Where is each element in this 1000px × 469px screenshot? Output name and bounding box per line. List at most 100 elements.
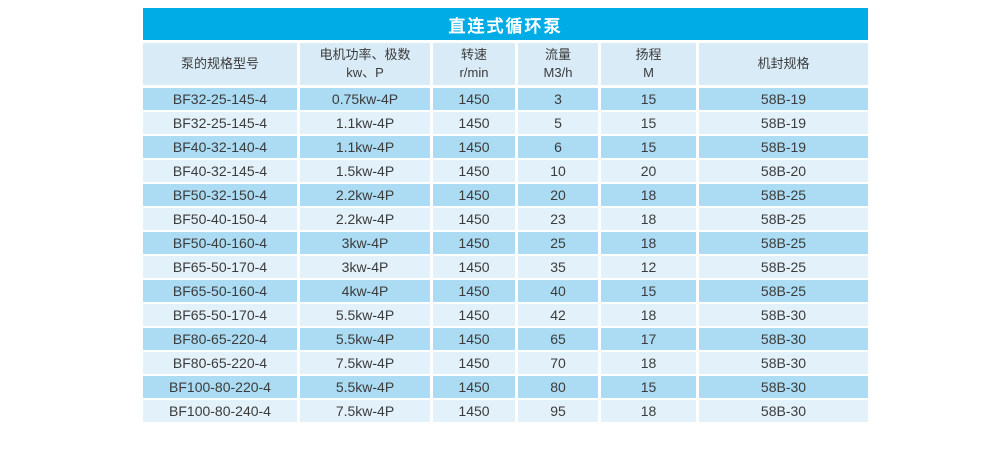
cell-seal: 58B-25 (699, 184, 868, 206)
cell-head: 15 (601, 376, 696, 398)
column-label: 流量 (544, 47, 571, 62)
cell-power: 5.5kw-4P (300, 376, 430, 398)
cell-model: BF100-80-240-4 (143, 400, 297, 422)
cell-head: 18 (601, 400, 696, 422)
cell-flow: 25 (518, 232, 598, 254)
cell-speed: 1450 (433, 88, 515, 110)
cell-seal: 58B-25 (699, 208, 868, 230)
cell-power: 5.5kw-4P (300, 328, 430, 350)
cell-flow: 95 (518, 400, 598, 422)
cell-head: 12 (601, 256, 696, 278)
cell-power: 7.5kw-4P (300, 352, 430, 374)
cell-head: 17 (601, 328, 696, 350)
cell-model: BF50-32-150-4 (143, 184, 297, 206)
column-header-flow: 流量 M3/h (518, 43, 598, 85)
column-unit: r/min (459, 65, 489, 80)
cell-model: BF32-25-145-4 (143, 112, 297, 134)
cell-power: 1.1kw-4P (300, 136, 430, 158)
cell-model: BF50-40-160-4 (143, 232, 297, 254)
cell-speed: 1450 (433, 256, 515, 278)
cell-model: BF80-65-220-4 (143, 328, 297, 350)
column-label: 机封规格 (757, 56, 810, 71)
table-header-row: 泵的规格型号 电机功率、极数 kw、P 转速 r/min 流量 M3/h 扬程 M 机封规格 (143, 43, 868, 85)
cell-head: 18 (601, 184, 696, 206)
cell-power: 5.5kw-4P (300, 304, 430, 326)
cell-speed: 1450 (433, 208, 515, 230)
cell-model: BF100-80-220-4 (143, 376, 297, 398)
cell-power: 2.2kw-4P (300, 184, 430, 206)
cell-power: 0.75kw-4P (300, 88, 430, 110)
cell-speed: 1450 (433, 160, 515, 182)
cell-power: 3kw-4P (300, 232, 430, 254)
cell-seal: 58B-19 (699, 112, 868, 134)
cell-seal: 58B-19 (699, 88, 868, 110)
cell-model: BF65-50-170-4 (143, 256, 297, 278)
cell-flow: 3 (518, 88, 598, 110)
table-title: 直连式循环泵 (143, 8, 868, 40)
cell-power: 4kw-4P (300, 280, 430, 302)
cell-head: 18 (601, 352, 696, 374)
cell-model: BF50-40-150-4 (143, 208, 297, 230)
cell-model: BF65-50-170-4 (143, 304, 297, 326)
cell-power: 2.2kw-4P (300, 208, 430, 230)
column-label: 泵的规格型号 (180, 56, 259, 71)
table-body: BF32-25-145-4 0.75kw-4P 1450 3 15 58B-19 BF32-… (143, 88, 868, 422)
cell-speed: 1450 (433, 328, 515, 350)
column-label: 转速 (460, 47, 487, 62)
cell-flow: 70 (518, 352, 598, 374)
cell-head: 18 (601, 304, 696, 326)
cell-head: 15 (601, 88, 696, 110)
cell-model: BF80-65-220-4 (143, 352, 297, 374)
cell-flow: 42 (518, 304, 598, 326)
cell-speed: 1450 (433, 304, 515, 326)
cell-speed: 1450 (433, 400, 515, 422)
column-header-power: 电机功率、极数 kw、P (300, 43, 430, 85)
column-unit: M3/h (543, 65, 573, 80)
cell-seal: 58B-30 (699, 352, 868, 374)
cell-seal: 58B-20 (699, 160, 868, 182)
cell-model: BF32-25-145-4 (143, 88, 297, 110)
cell-power: 7.5kw-4P (300, 400, 430, 422)
cell-flow: 65 (518, 328, 598, 350)
column-header-model: 泵的规格型号 (143, 43, 297, 85)
column-unit: kw、P (346, 65, 384, 80)
cell-model: BF40-32-140-4 (143, 136, 297, 158)
cell-power: 1.5kw-4P (300, 160, 430, 182)
pump-spec-table: 直连式循环泵 泵的规格型号 电机功率、极数 kw、P 转速 r/min 流量 M3/h 扬程 M… (143, 8, 868, 422)
cell-seal: 58B-30 (699, 376, 868, 398)
cell-head: 15 (601, 136, 696, 158)
cell-speed: 1450 (433, 136, 515, 158)
cell-seal: 58B-19 (699, 136, 868, 158)
column-header-seal: 机封规格 (699, 43, 868, 85)
cell-flow: 5 (518, 112, 598, 134)
cell-speed: 1450 (433, 352, 515, 374)
cell-model: BF65-50-160-4 (143, 280, 297, 302)
cell-power: 3kw-4P (300, 256, 430, 278)
cell-seal: 58B-30 (699, 400, 868, 422)
cell-flow: 23 (518, 208, 598, 230)
cell-head: 20 (601, 160, 696, 182)
cell-flow: 20 (518, 184, 598, 206)
cell-head: 15 (601, 280, 696, 302)
cell-head: 15 (601, 112, 696, 134)
cell-seal: 58B-25 (699, 256, 868, 278)
cell-head: 18 (601, 208, 696, 230)
cell-flow: 80 (518, 376, 598, 398)
cell-model: BF40-32-145-4 (143, 160, 297, 182)
cell-seal: 58B-30 (699, 304, 868, 326)
column-label: 扬程 (635, 47, 662, 62)
cell-speed: 1450 (433, 280, 515, 302)
cell-seal: 58B-25 (699, 232, 868, 254)
column-label: 电机功率、极数 (319, 47, 411, 62)
column-header-speed: 转速 r/min (433, 43, 515, 85)
cell-speed: 1450 (433, 376, 515, 398)
cell-flow: 40 (518, 280, 598, 302)
cell-speed: 1450 (433, 232, 515, 254)
cell-speed: 1450 (433, 184, 515, 206)
cell-flow: 6 (518, 136, 598, 158)
column-header-head: 扬程 M (601, 43, 696, 85)
cell-flow: 10 (518, 160, 598, 182)
cell-seal: 58B-30 (699, 328, 868, 350)
cell-flow: 35 (518, 256, 598, 278)
